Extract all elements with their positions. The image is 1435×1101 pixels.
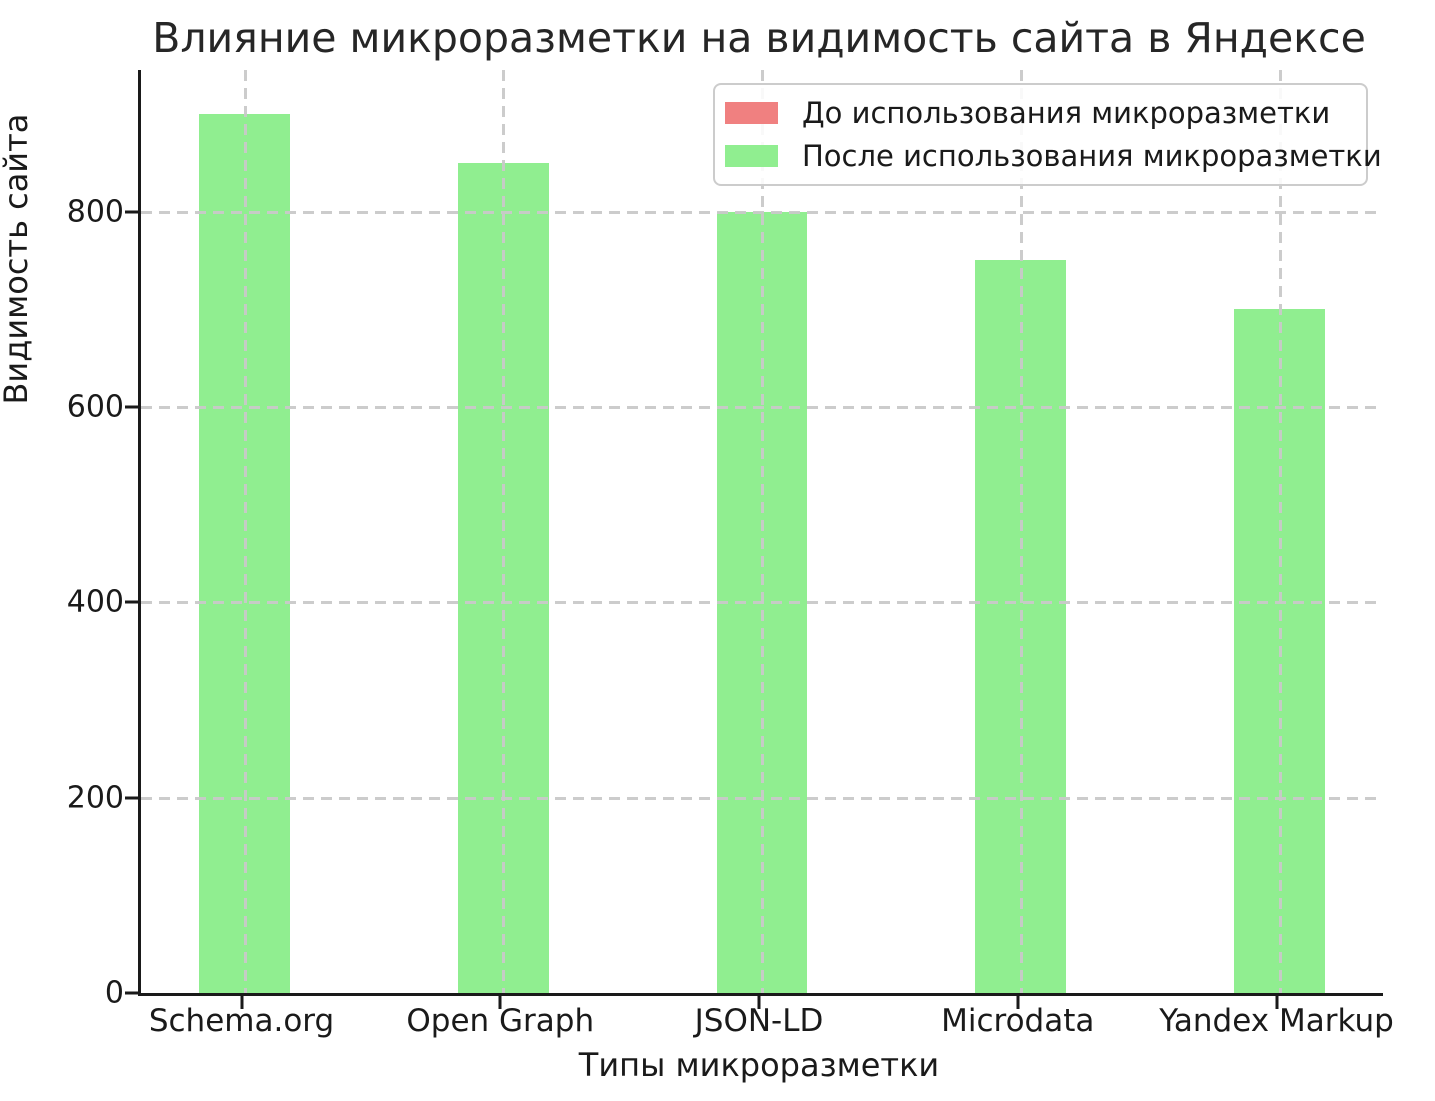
gridline-horizontal — [141, 601, 1383, 605]
gridline-vertical — [243, 70, 247, 993]
gridline-horizontal — [141, 796, 1383, 800]
x-tick-mark — [498, 996, 502, 1009]
legend-swatch-icon — [725, 102, 778, 124]
plot-area: До использования микроразметки После испо… — [138, 70, 1383, 996]
gridline-horizontal — [141, 210, 1383, 214]
y-tick-mark — [125, 796, 138, 800]
y-tick-label: 600 — [66, 389, 124, 425]
legend: До использования микроразметки После испо… — [713, 83, 1382, 186]
y-tick-label: 400 — [66, 584, 124, 620]
gridline-vertical — [502, 70, 506, 993]
y-tick-mark — [125, 210, 138, 214]
y-tick-mark — [125, 991, 138, 995]
y-tick-mark — [125, 600, 138, 604]
legend-item: После использования микроразметки — [725, 139, 1382, 173]
x-tick-mark — [1016, 996, 1020, 1009]
y-tick-label: 800 — [66, 194, 124, 230]
legend-label: До использования микроразметки — [802, 96, 1331, 130]
gridline-vertical — [761, 70, 764, 993]
gridline-vertical — [1278, 70, 1282, 993]
legend-swatch-icon — [725, 145, 778, 167]
x-tick-mark — [240, 996, 243, 1009]
gridline-horizontal — [141, 405, 1383, 409]
x-tick-label: Microdata — [941, 1003, 1095, 1039]
chart-title: Влияние микроразметки на видимость сайта… — [152, 14, 1366, 62]
y-tick-label: 0 — [104, 975, 124, 1011]
y-axis-label: Видимость сайта — [0, 113, 35, 405]
gridlines-layer — [141, 70, 1383, 993]
gridline-vertical — [1019, 70, 1023, 993]
legend-item: До использования микроразметки — [725, 96, 1352, 130]
x-tick-label: Yandex Markup — [1159, 1003, 1394, 1039]
x-tick-label: JSON-LD — [694, 1003, 824, 1039]
y-tick-mark — [125, 405, 138, 409]
x-tick-label: Open Graph — [406, 1003, 595, 1039]
x-tick-mark — [757, 996, 761, 1009]
y-tick-label: 200 — [66, 780, 124, 816]
legend-label: После использования микроразметки — [802, 139, 1382, 173]
x-tick-label: Schema.org — [148, 1003, 335, 1039]
x-axis-label: Типы микроразметки — [578, 1046, 940, 1084]
x-tick-mark — [1275, 996, 1278, 1009]
